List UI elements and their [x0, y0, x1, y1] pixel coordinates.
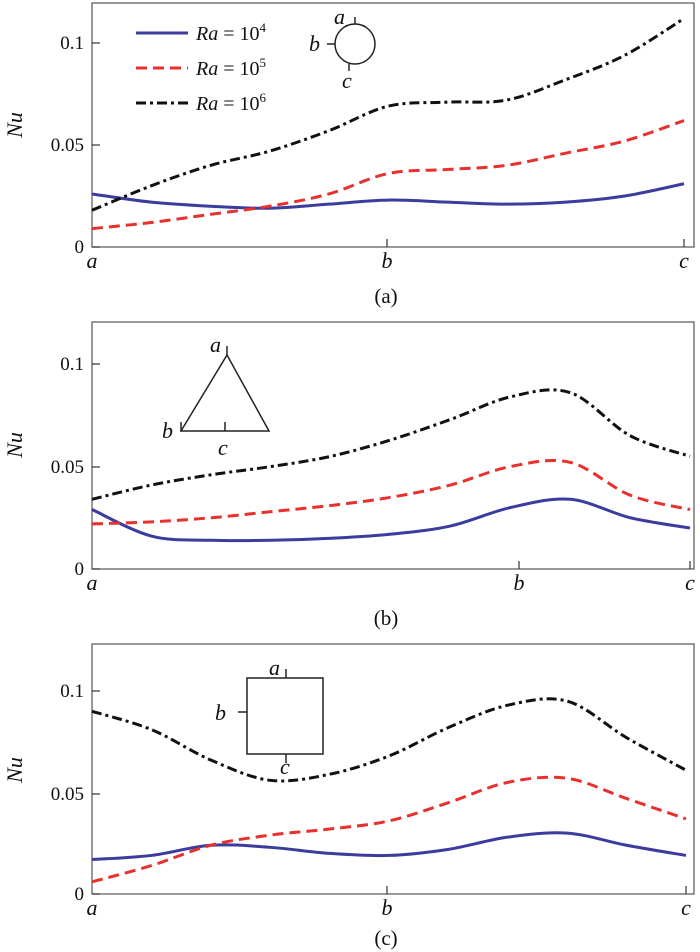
- panel-a-ytick-0: 0: [75, 237, 85, 258]
- panel-a-caption: (a): [374, 284, 397, 308]
- panel-c-caption: (c): [374, 926, 397, 950]
- panel-c-ytick-2: 0.1: [60, 681, 84, 702]
- panel-a-ylabel: Nu: [2, 112, 27, 139]
- panel-b-ytick-1: 0.05: [51, 457, 84, 478]
- panel-b-ylabel: Nu: [2, 432, 27, 459]
- legend-label-ra4: Ra = 104: [195, 20, 267, 45]
- panel-c-series-ra6: [91, 697, 687, 783]
- panel-c-series-group: [91, 697, 687, 884]
- panel-b-inset-label-a: a: [210, 332, 221, 357]
- legend-label-ra5: Ra = 105: [195, 55, 266, 80]
- panel-c-ytick-0: 0: [75, 884, 85, 905]
- panel-a-yticks: 0 0.05 0.1: [51, 33, 100, 258]
- panel-a-series-ra4: [91, 182, 685, 210]
- panel-c-xtick-c: c: [681, 895, 691, 920]
- panel-a-xticks: a b c: [87, 239, 689, 273]
- panel-a-xtick-c: c: [679, 248, 689, 273]
- panel-a-series-group: [91, 17, 685, 231]
- panel-c-inset-label-b: b: [215, 700, 226, 725]
- panel-b-xticks: a b c: [87, 561, 695, 595]
- panel-c-xtick-b: b: [382, 895, 393, 920]
- panel-b-inset-label-c: c: [218, 435, 228, 460]
- panel-b-ytick-2: 0.1: [60, 354, 84, 375]
- legend-item-ra6: Ra = 106: [136, 90, 267, 115]
- panel-b-inset-label-b: b: [162, 418, 173, 443]
- panel-c-inset-label-a: a: [269, 655, 280, 680]
- legend: Ra = 104 Ra = 105 Ra = 106: [136, 20, 267, 115]
- legend-item-ra5: Ra = 105: [136, 55, 266, 80]
- panel-c-yticks: 0 0.05 0.1: [51, 681, 100, 905]
- panel-b-series-ra6: [91, 388, 691, 501]
- circle-shape: [334, 23, 376, 65]
- panel-a-xtick-a: a: [87, 248, 98, 273]
- panel-a-inset-label-b: b: [309, 31, 320, 56]
- panel-a-ytick-2: 0.1: [60, 33, 84, 54]
- legend-item-ra4: Ra = 104: [136, 20, 267, 45]
- panel-b-caption: (b): [374, 606, 399, 630]
- panel-c-ytick-1: 0.05: [51, 784, 84, 805]
- panel-a-ytick-1: 0.05: [51, 135, 84, 156]
- panel-a-series-ra6: [91, 17, 685, 212]
- panel-b: 0 0.05 0.1 a b c Nu a b c (b): [2, 321, 695, 630]
- panel-a-xtick-b: b: [382, 248, 393, 273]
- square-shape: [246, 677, 324, 755]
- panel-a-inset-label-a: a: [334, 4, 345, 29]
- panel-a-inset-circle: a b c: [309, 4, 376, 93]
- panel-c-xticks: a b c: [87, 886, 691, 920]
- panel-a-frame: [91, 2, 695, 248]
- panel-b-series-ra4: [91, 497, 691, 543]
- panel-c-xtick-a: a: [87, 895, 98, 920]
- panel-b-ytick-0: 0: [75, 559, 85, 580]
- panel-b-series-group: [91, 388, 691, 543]
- panel-c-series-ra5: [91, 775, 687, 884]
- panel-b-xtick-b: b: [514, 570, 525, 595]
- panel-a-series-ra5: [91, 119, 685, 231]
- panel-b-inset-triangle: a b c: [162, 332, 271, 460]
- panel-c-inset-label-c: c: [280, 754, 290, 779]
- panel-c-frame: [91, 643, 695, 895]
- panel-a: 0 0.05 0.1 a b c Nu Ra = 104 Ra = 105: [2, 2, 695, 308]
- panel-c-series-ra4: [91, 831, 687, 861]
- panel-a-inset-label-c: c: [342, 68, 352, 93]
- panel-b-xtick-c: c: [685, 570, 695, 595]
- panel-b-frame: [91, 321, 695, 570]
- panel-b-yticks: 0 0.05 0.1: [51, 354, 100, 580]
- panel-b-xtick-a: a: [87, 570, 98, 595]
- panel-c-inset-square: a b c: [215, 655, 324, 779]
- panel-c: 0 0.05 0.1 a b c Nu a b c (c): [2, 643, 695, 950]
- triangle-shape: [179, 353, 271, 432]
- panel-c-ylabel: Nu: [2, 757, 27, 784]
- panel-b-series-ra5: [91, 458, 691, 526]
- legend-label-ra6: Ra = 106: [195, 90, 267, 115]
